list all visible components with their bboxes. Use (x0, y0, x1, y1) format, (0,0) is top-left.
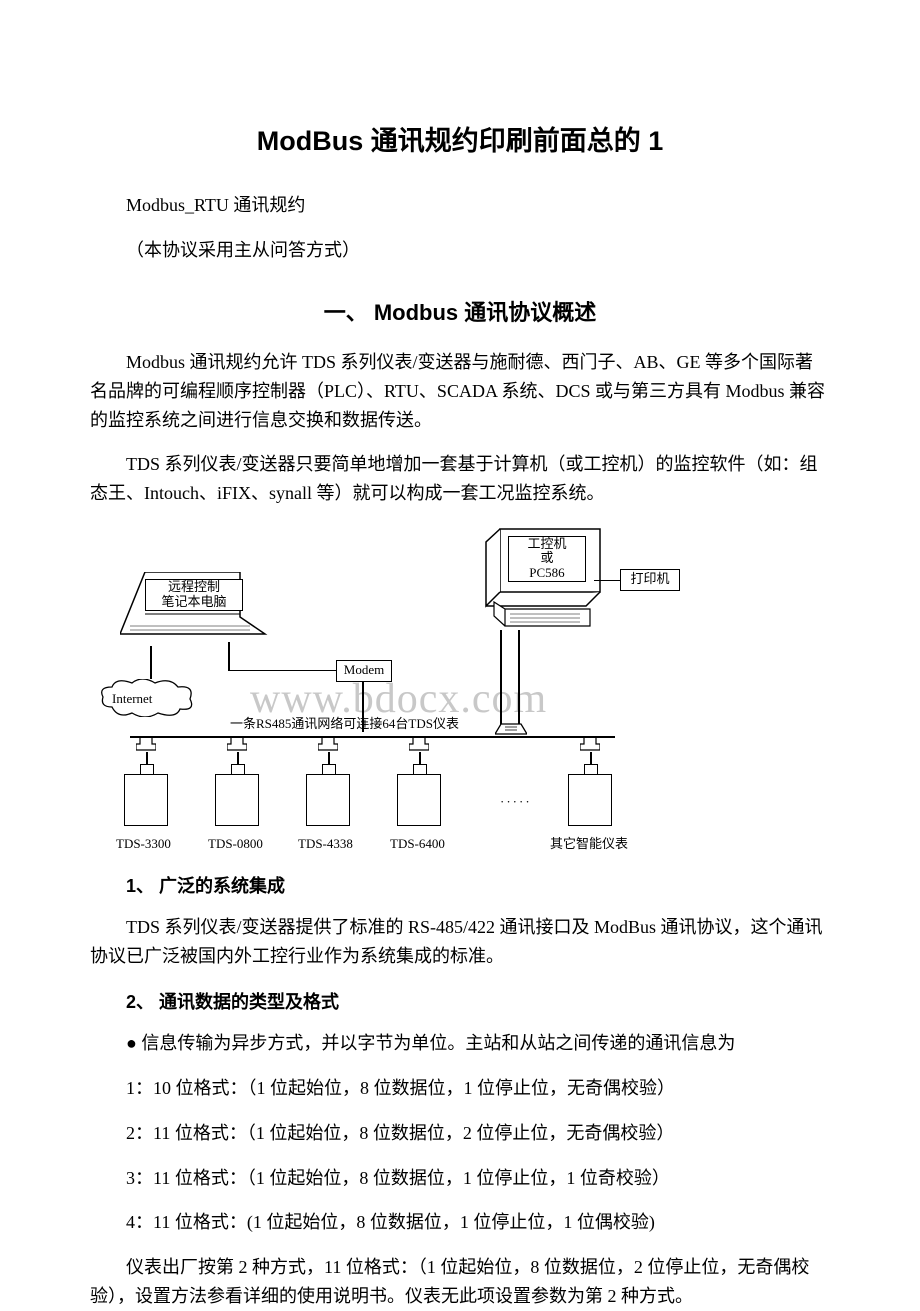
device-box-5 (568, 774, 612, 826)
remote-control-label: 远程控制 笔记本电脑 (145, 579, 243, 611)
section-1-heading: 一、 Modbus 通讯协议概述 (90, 295, 830, 330)
dev-top-3 (322, 764, 336, 774)
paragraph-4: 仪表出厂按第 2 种方式，11 位格式：（1 位起始位，8 位数据位，2 位停止… (90, 1253, 830, 1311)
device-label-1: TDS-3300 (116, 834, 171, 855)
intro-line-1: Modbus_RTU 通讯规约 (90, 191, 830, 220)
device-label-3: TDS-4338 (298, 834, 353, 855)
device-label-5: 其它智能仪表 (550, 834, 628, 855)
laptop-cloud-line (150, 646, 152, 679)
ellipsis-dots: ····· (500, 792, 532, 813)
modem-label: Modem (336, 660, 392, 682)
device-label-2: TDS-0800 (208, 834, 263, 855)
pc-bus-line-2 (518, 630, 520, 732)
printer-label: 打印机 (620, 569, 680, 591)
paragraph-1: Modbus 通讯规约允许 TDS 系列仪表/变送器与施耐德、西门子、AB、GE… (90, 348, 830, 434)
internet-cloud: Internet (100, 679, 195, 717)
subheading-1: 1、 广泛的系统集成 (90, 872, 830, 901)
bus-label: 一条RS485通讯网络可连接64台TDS仪表 (230, 714, 459, 735)
bullet-line: ● 信息传输为异步方式，并以字节为单位。主站和从站之间传递的通讯信息为 (90, 1029, 830, 1058)
page-title: ModBus 通讯规约印刷前面总的 1 (90, 120, 830, 163)
format-line-4: 4：11 位格式：(1 位起始位，8 位数据位，1 位停止位，1 位偶校验) (90, 1208, 830, 1237)
dev-top-4 (413, 764, 427, 774)
bus-terminator-icon (495, 722, 527, 736)
device-box-2 (215, 774, 259, 826)
format-line-1: 1：10 位格式：（1 位起始位，8 位数据位，1 位停止位，无奇偶校验） (90, 1074, 830, 1103)
device-box-4 (397, 774, 441, 826)
device-box-3 (306, 774, 350, 826)
dev-top-2 (231, 764, 245, 774)
laptop-down-line (228, 642, 230, 670)
internet-label: Internet (112, 689, 152, 710)
pc-printer-line (594, 580, 620, 582)
pc-label: 工控机 或 PC586 (508, 536, 586, 582)
device-box-1 (124, 774, 168, 826)
device-label-4: TDS-6400 (390, 834, 445, 855)
paragraph-2: TDS 系列仪表/变送器只要简单地增加一套基于计算机（或工控机）的监控软件（如：… (90, 450, 830, 508)
laptop-modem-line (228, 670, 336, 672)
dev-top-5 (584, 764, 598, 774)
subheading-2: 2、 通讯数据的类型及格式 (90, 988, 830, 1017)
pc-bus-line-1 (500, 630, 502, 732)
format-line-3: 3：11 位格式：（1 位起始位，8 位数据位，1 位停止位，1 位奇校验） (90, 1164, 830, 1193)
paragraph-3: TDS 系列仪表/变送器提供了标准的 RS-485/422 通讯接口及 ModB… (90, 913, 830, 971)
network-diagram: www.bdocx.com 远程控制 笔记本电脑 工控机 或 PC586 打印机… (100, 524, 660, 854)
intro-line-2: （本协议采用主从问答方式） (90, 236, 830, 265)
format-line-2: 2：11 位格式：（1 位起始位，8 位数据位，2 位停止位，无奇偶校验） (90, 1119, 830, 1148)
dev-top-1 (140, 764, 154, 774)
bus-line (130, 736, 615, 738)
